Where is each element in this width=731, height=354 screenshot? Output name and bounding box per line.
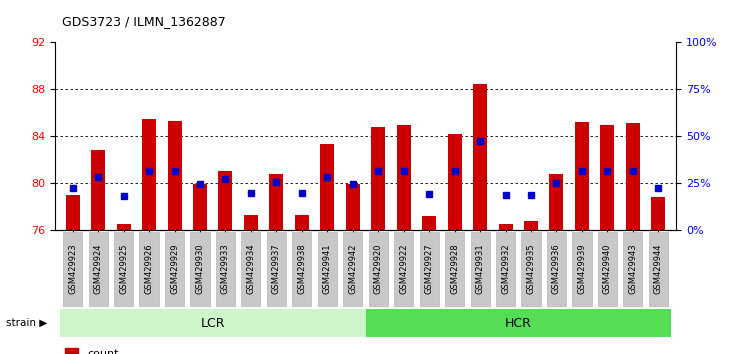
Text: GSM429932: GSM429932 [501, 244, 510, 295]
Text: GSM429923: GSM429923 [68, 244, 77, 295]
FancyBboxPatch shape [63, 232, 82, 307]
FancyBboxPatch shape [318, 232, 337, 307]
Text: GSM429941: GSM429941 [323, 244, 332, 294]
Text: HCR: HCR [505, 316, 531, 330]
FancyBboxPatch shape [572, 232, 591, 307]
FancyBboxPatch shape [445, 232, 464, 307]
FancyBboxPatch shape [471, 232, 490, 307]
Bar [91, 150, 105, 230]
Bar [142, 119, 156, 230]
Text: GSM429920: GSM429920 [374, 244, 383, 294]
Bar [550, 174, 564, 230]
Text: GSM429939: GSM429939 [577, 244, 586, 295]
FancyBboxPatch shape [114, 232, 133, 307]
FancyBboxPatch shape [496, 232, 515, 307]
Bar [320, 144, 334, 230]
Bar [244, 215, 258, 230]
Text: GSM429925: GSM429925 [119, 244, 128, 294]
FancyBboxPatch shape [267, 232, 286, 307]
FancyBboxPatch shape [624, 232, 643, 307]
FancyBboxPatch shape [394, 232, 413, 307]
Bar [219, 171, 232, 230]
Bar [600, 125, 615, 230]
FancyBboxPatch shape [88, 232, 107, 307]
Bar [626, 124, 640, 230]
Text: GSM429930: GSM429930 [195, 244, 205, 295]
Text: GSM429935: GSM429935 [526, 244, 536, 295]
FancyBboxPatch shape [420, 232, 439, 307]
Bar [473, 84, 487, 230]
Bar [524, 221, 538, 230]
Text: GSM429933: GSM429933 [221, 244, 230, 295]
Text: GSM429931: GSM429931 [476, 244, 485, 295]
Bar [447, 134, 462, 230]
FancyBboxPatch shape [649, 232, 668, 307]
FancyBboxPatch shape [241, 232, 260, 307]
Text: GSM429922: GSM429922 [399, 244, 408, 294]
FancyBboxPatch shape [521, 232, 540, 307]
Legend: count, percentile rank within the sample: count, percentile rank within the sample [61, 344, 279, 354]
Bar [371, 127, 385, 230]
FancyBboxPatch shape [165, 232, 184, 307]
Bar [366, 309, 671, 337]
Text: GSM429938: GSM429938 [298, 244, 306, 295]
Text: GSM429944: GSM429944 [654, 244, 663, 294]
FancyBboxPatch shape [292, 232, 311, 307]
Bar [116, 224, 131, 230]
Bar [167, 121, 181, 230]
Text: GSM429937: GSM429937 [272, 244, 281, 295]
FancyBboxPatch shape [344, 232, 363, 307]
Bar [499, 224, 512, 230]
Text: GDS3723 / ILMN_1362887: GDS3723 / ILMN_1362887 [62, 15, 226, 28]
FancyBboxPatch shape [598, 232, 617, 307]
Bar [193, 184, 207, 230]
Bar [397, 125, 411, 230]
Text: GSM429940: GSM429940 [603, 244, 612, 294]
Text: GSM429928: GSM429928 [450, 244, 459, 295]
FancyBboxPatch shape [216, 232, 235, 307]
Text: GSM429943: GSM429943 [629, 244, 637, 295]
Text: GSM429929: GSM429929 [170, 244, 179, 294]
Bar [346, 184, 360, 230]
FancyBboxPatch shape [547, 232, 566, 307]
Bar [60, 309, 366, 337]
Text: GSM429942: GSM429942 [348, 244, 357, 294]
FancyBboxPatch shape [191, 232, 210, 307]
Bar [575, 122, 589, 230]
Text: LCR: LCR [200, 316, 225, 330]
FancyBboxPatch shape [140, 232, 159, 307]
FancyBboxPatch shape [368, 232, 387, 307]
Text: GSM429924: GSM429924 [94, 244, 102, 294]
Bar [66, 195, 80, 230]
Bar [423, 216, 436, 230]
Text: GSM429927: GSM429927 [425, 244, 433, 295]
Bar [295, 215, 308, 230]
Text: GSM429926: GSM429926 [145, 244, 154, 295]
Text: GSM429936: GSM429936 [552, 244, 561, 295]
Bar [269, 174, 284, 230]
Text: GSM429934: GSM429934 [246, 244, 255, 295]
Text: strain ▶: strain ▶ [6, 318, 48, 328]
Bar [651, 197, 665, 230]
